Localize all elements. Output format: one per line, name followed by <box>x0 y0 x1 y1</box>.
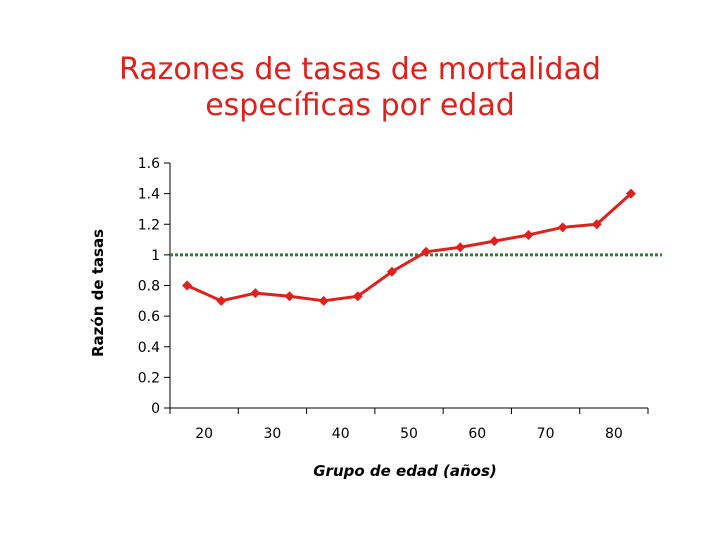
x-tick-label: 80 <box>605 426 623 442</box>
chart-title-line-1: Razones de tasas de mortalidad <box>119 52 601 87</box>
x-tick-label: 70 <box>537 426 555 442</box>
data-point <box>386 266 397 277</box>
data-point <box>421 246 432 257</box>
y-tick-label: 1.6 <box>138 156 160 172</box>
chart-title-line-2: específicas por edad <box>205 88 515 123</box>
y-tick-label: 1.4 <box>138 187 160 203</box>
y-tick-label: 1 <box>151 248 160 264</box>
data-point <box>250 288 261 299</box>
data-point <box>216 295 227 306</box>
x-tick-label: 60 <box>468 426 486 442</box>
x-tick-label: 20 <box>195 426 213 442</box>
x-tick-label: 30 <box>264 426 282 442</box>
y-tick-label: 0.6 <box>138 309 160 325</box>
x-axis-label: Grupo de edad (años) <box>313 462 497 480</box>
data-point <box>489 236 500 247</box>
data-point <box>284 291 295 302</box>
x-tick-label: 50 <box>400 426 418 442</box>
data-point <box>625 188 636 199</box>
series-line <box>186 192 632 303</box>
chart-title: Razones de tasas de mortalidad específic… <box>0 52 720 124</box>
y-tick-label: 0.8 <box>138 279 160 295</box>
y-axis-label: Razón de tasas <box>89 229 107 357</box>
x-tick-label: 40 <box>332 426 350 442</box>
y-tick-label: 0.4 <box>138 340 160 356</box>
data-point <box>523 229 534 240</box>
axes: 0 0.2 0.4 0.6 0.8 1 1.2 1.4 1.6 20 30 40 50 60 70 80 <box>138 156 649 442</box>
series-group <box>182 188 636 306</box>
data-point <box>352 291 363 302</box>
data-point <box>557 222 568 233</box>
data-point <box>455 242 466 253</box>
data-point <box>318 295 329 306</box>
data-point <box>182 280 193 291</box>
y-tick-label: 0 <box>151 401 160 417</box>
data-point <box>591 219 602 230</box>
y-tick-label: 0.2 <box>138 370 160 386</box>
y-tick-label: 1.2 <box>138 217 160 233</box>
